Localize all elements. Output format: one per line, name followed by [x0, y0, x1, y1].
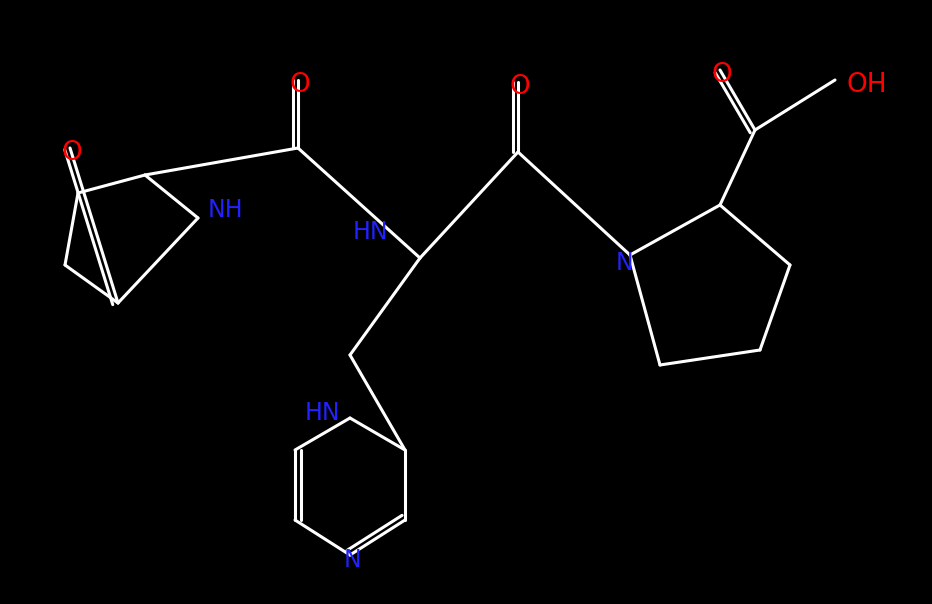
Text: O: O [62, 140, 82, 166]
Text: O: O [290, 72, 310, 98]
Text: OH: OH [847, 72, 887, 98]
Text: HN: HN [352, 220, 388, 244]
Text: N: N [616, 251, 634, 275]
Text: NH: NH [208, 198, 243, 222]
Text: O: O [712, 62, 733, 88]
Text: N: N [343, 548, 361, 572]
Text: HN: HN [305, 401, 340, 425]
Text: O: O [510, 74, 530, 100]
